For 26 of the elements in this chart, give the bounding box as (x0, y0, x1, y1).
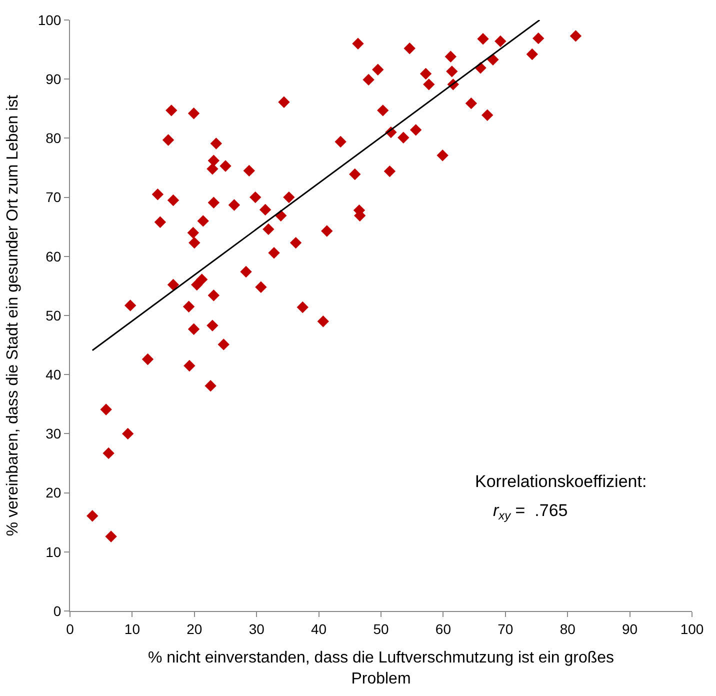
x-tick-label: 80 (560, 620, 576, 637)
x-tick-label: 100 (680, 620, 704, 637)
y-tick-label: 20 (46, 484, 62, 501)
y-tick-label: 90 (46, 71, 62, 87)
x-tick-label: 30 (248, 620, 265, 637)
y-tick-label: 70 (46, 189, 62, 206)
annotation: r$_{xy}$ = .765 (493, 501, 568, 523)
y-tick-label: 60 (46, 248, 62, 264)
y-tick-label: 10 (46, 544, 62, 560)
x-tick-label: 90 (622, 620, 638, 637)
y-tick-label: 30 (46, 426, 62, 442)
x-tick-label: 70 (498, 620, 514, 637)
x-axis-title: % nicht einverstanden, dass die Luftverschmutzung ist ein großes Problem (148, 650, 614, 688)
y-axis-title: % vereinbaren, dass die Stadt ein gesunder Ort zum Leben ist (4, 94, 22, 536)
x-tick-label: 50 (373, 620, 389, 637)
y-tick-label: 0 (53, 602, 62, 619)
y-tick-label: 80 (46, 130, 62, 146)
y-tick-label: 40 (46, 366, 62, 382)
x-tick-label: 20 (186, 620, 202, 637)
y-tick-label: 50 (46, 307, 62, 324)
annotation: Korrelationskoeffizient: (475, 472, 647, 491)
x-tick-label: 40 (311, 620, 327, 637)
y-tick-label: 100 (38, 12, 62, 28)
x-tick-label: 0 (66, 620, 74, 637)
x-tick-label: 60 (435, 620, 452, 637)
x-tick-label: 10 (124, 620, 140, 637)
